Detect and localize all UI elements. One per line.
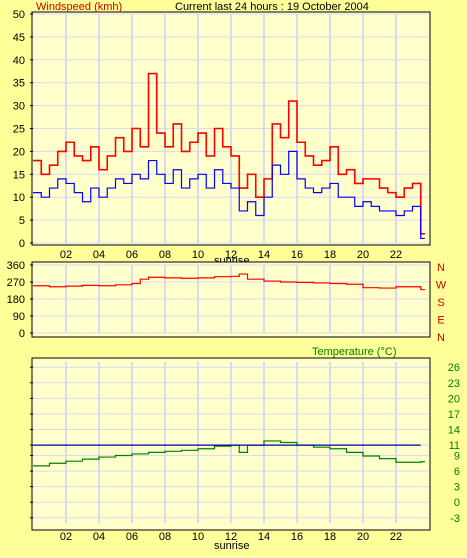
compass-label: W (436, 280, 447, 292)
series-line (33, 150, 425, 240)
x-tick-label: 12 (225, 249, 237, 261)
compass-label: N (437, 332, 445, 344)
x-tick-label: 18 (324, 249, 336, 261)
y-tick-label: 40 (13, 55, 25, 67)
x-tick-label: 12 (225, 531, 237, 543)
y-tick-label: 35 (13, 78, 25, 90)
x-tick-label: 10 (192, 249, 204, 261)
x-tick-label: 08 (159, 531, 171, 543)
x-tick-label: 06 (126, 249, 138, 261)
y-tick-label: 45 (13, 32, 25, 44)
direction-grid (33, 264, 429, 334)
x-tick-label: 18 (324, 531, 336, 543)
y-tick-label: 23 (448, 378, 460, 390)
x-tick-label: 22 (390, 531, 402, 543)
temperature-series (33, 440, 425, 467)
y-tick-label: 5 (19, 215, 25, 227)
series-line (33, 273, 425, 291)
y-tick-label: 50 (13, 9, 25, 21)
windspeed-panel: 0 5 10 15 20 25 30 35 40 45 50 02 04 06 08 10 12 14 16 18 2… (13, 1, 431, 267)
y-tick-label: 0 (454, 497, 460, 509)
temperature-grid (33, 362, 429, 523)
y-tick-label: 9 (454, 450, 460, 462)
x-tick-label: 20 (357, 249, 369, 261)
temperature-sunrise-label: sunrise (214, 540, 249, 552)
y-tick-label: 20 (448, 393, 460, 405)
x-tick-label: 06 (126, 531, 138, 543)
temperature-x-ticks: 02 04 06 08 10 12 14 16 18 20 22 (60, 531, 402, 543)
compass-label: S (437, 297, 444, 309)
y-tick-label: 15 (13, 169, 25, 181)
windspeed-y-ticks: 0 5 10 15 20 25 30 35 40 45 50 (13, 9, 33, 250)
y-tick-label: 20 (13, 146, 25, 158)
windspeed-x-ticks: 02 04 06 08 10 12 14 16 18 20 22 (60, 249, 402, 261)
y-tick-label: 11 (449, 440, 460, 452)
temperature-title: Temperature (°C) (312, 346, 396, 358)
x-tick-label: 22 (390, 249, 402, 261)
y-tick-label: 6 (454, 466, 460, 478)
y-tick-label: 14 (448, 425, 460, 437)
y-tick-label: 270 (7, 277, 25, 289)
x-tick-label: 14 (258, 249, 270, 261)
direction-series (33, 273, 425, 291)
temperature-panel: -3 0 3 6 911 14 17 20 23 26 02 04 06 08 10 12 14 16 18 20 2… (30, 346, 460, 552)
x-tick-label: 14 (258, 531, 270, 543)
y-tick-label: 360 (7, 260, 25, 272)
x-tick-label: 04 (93, 531, 105, 543)
x-tick-label: 16 (291, 249, 303, 261)
y-tick-label: 0 (19, 328, 25, 340)
compass-label: E (437, 315, 444, 327)
y-tick-label: 17 (448, 409, 460, 421)
windspeed-title: Windspeed (kmh) (36, 1, 122, 13)
series-line (33, 72, 425, 235)
x-tick-label: 02 (60, 531, 72, 543)
x-tick-label: 10 (192, 531, 204, 543)
windspeed-series (33, 72, 425, 240)
y-tick-label: 3 (454, 482, 460, 494)
temperature-y-ticks: -3 0 3 6 911 14 17 20 23 26 (30, 362, 460, 525)
y-tick-label: 26 (448, 362, 460, 374)
y-tick-label: 180 (7, 294, 25, 306)
y-tick-label: -3 (450, 513, 460, 525)
y-tick-label: 10 (13, 192, 25, 204)
x-tick-label: 04 (93, 249, 105, 261)
x-tick-label: 02 (60, 249, 72, 261)
y-tick-label: 25 (13, 124, 25, 136)
direction-y-ticks: 0 90 180 270 360 (7, 260, 33, 340)
x-tick-label: 08 (159, 249, 171, 261)
y-tick-label: 90 (13, 311, 25, 323)
x-tick-label: 16 (291, 531, 303, 543)
compass-label: N (437, 262, 445, 274)
y-tick-label: 30 (13, 101, 25, 113)
y-tick-label: 0 (19, 238, 25, 250)
x-tick-label: 20 (357, 531, 369, 543)
period-title: Current last 24 hours : 19 October 2004 (175, 1, 369, 13)
